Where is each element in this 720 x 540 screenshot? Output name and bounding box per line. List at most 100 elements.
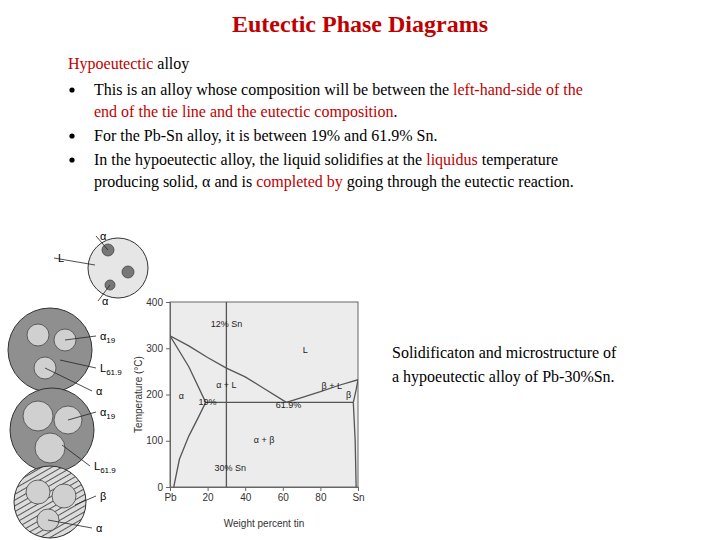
bullet-dot — [69, 133, 74, 138]
microstructure: α Lα — [54, 230, 148, 307]
annotation: β + L — [321, 381, 341, 391]
label-main: α — [96, 385, 103, 397]
tick-label: Pb — [164, 492, 177, 503]
tick: Sn — [352, 487, 364, 503]
label-sub: 19 — [106, 412, 115, 421]
tick-mark — [166, 395, 170, 396]
bullet-segment: . — [393, 103, 397, 120]
label-arrow — [68, 412, 96, 420]
bullet-segment: In the hypoeutectic alloy, the liquid so… — [94, 151, 426, 169]
page: Eutectic Phase Diagrams Hypoeutectic allo… — [0, 0, 720, 540]
phase-boundary — [353, 402, 356, 487]
alpha-grain — [122, 266, 134, 278]
phase-boundary — [170, 336, 206, 403]
bullet-dot — [69, 87, 74, 92]
microstructure-label: L61.9 — [100, 362, 122, 377]
bullet-dot — [69, 157, 74, 162]
microstructure: α 19 L61.9 — [10, 388, 116, 475]
grain-boundary — [88, 238, 148, 298]
x-axis-line — [171, 488, 359, 492]
heading-segment: Hypoeutectic — [68, 55, 153, 73]
microstructure-label: β — [100, 490, 106, 502]
tick-label: 400 — [146, 297, 163, 308]
alpha-grain — [26, 480, 50, 504]
caption: a hypoeutectic alloy of Pb-30%Sn. — [392, 368, 615, 386]
annotation: α + L — [216, 380, 236, 390]
y-axis: 0 100 200 300 400 — [146, 297, 170, 493]
label-sub: 61.9 — [100, 466, 116, 475]
label-arrow — [48, 520, 92, 528]
tick-mark — [245, 487, 246, 491]
tick-label: 20 — [203, 492, 215, 503]
tick-label: 40 — [240, 492, 252, 503]
tick-mark — [166, 302, 170, 303]
tick-label: 200 — [146, 389, 163, 400]
heading: Hypoeutectic alloy — [68, 55, 189, 73]
label-arrow — [62, 445, 90, 466]
annotation: 61.9% — [276, 400, 302, 410]
bullet-segment: For the Pb-Sn alloy, it is between 19% a… — [94, 127, 437, 145]
bullet-segment: temperature — [478, 151, 558, 169]
label-sub: 61.9 — [106, 368, 122, 377]
bullet-segment: going through the eutectic reaction. — [343, 173, 574, 191]
microstructure-label: L — [58, 252, 64, 264]
caption: Solidificaton and microstructure of — [392, 344, 617, 361]
label-main: β — [100, 490, 106, 502]
microstructure-label: α — [100, 230, 107, 242]
x-axis-title: Weight percent tin — [224, 518, 304, 529]
bullet-line: end of the tie line and the eutectic com… — [94, 103, 397, 121]
microstructure-label: α — [102, 295, 109, 307]
microstructure: βα — [14, 466, 106, 538]
bullet-segment: liquidus — [426, 151, 478, 169]
tick: 200 — [146, 389, 170, 400]
phase-boundary — [174, 402, 206, 487]
grain-boundary — [14, 466, 86, 538]
label-sub: 19 — [106, 336, 115, 345]
tick-mark — [166, 487, 170, 488]
y-axis-line — [166, 303, 171, 488]
alpha-grain — [35, 433, 65, 463]
alpha-grain — [27, 324, 49, 346]
tick-label: 100 — [146, 435, 163, 446]
phase-boundary — [226, 302, 227, 487]
tick-mark — [166, 441, 170, 442]
title: Eutectic Phase Diagrams — [232, 11, 488, 37]
annotation: L — [303, 345, 308, 355]
microstructure: α19 L61.9 α — [8, 308, 122, 397]
phase-boundary — [170, 336, 286, 403]
alpha-grain — [52, 484, 76, 508]
tick: Pb — [164, 487, 177, 503]
tick: 40 — [240, 487, 252, 503]
tick-label: 300 — [146, 343, 163, 354]
tick-mark — [320, 487, 321, 491]
label-arrow — [75, 496, 96, 505]
tick: 400 — [146, 297, 170, 308]
tick: 60 — [278, 487, 290, 503]
grain-boundary — [10, 388, 94, 472]
label-main: α — [100, 230, 107, 242]
tick: 20 — [203, 487, 215, 503]
bullet-segment: producing solid, α and is — [94, 173, 256, 191]
annotation: α — [179, 391, 184, 401]
alpha-grain — [23, 401, 53, 431]
tick-mark — [283, 487, 284, 491]
tick-label: 0 — [157, 482, 163, 493]
grain-boundary — [8, 308, 92, 392]
heading-segment: alloy — [153, 55, 189, 73]
bullet-line: producing solid, α and is completed by g… — [94, 173, 574, 191]
tick-mark — [166, 348, 170, 349]
label-arrow — [60, 360, 96, 368]
bullet-segment: end of the tie line and the eutectic com… — [94, 103, 393, 121]
phase-boundary — [353, 380, 358, 403]
annotation: 19% — [199, 397, 217, 407]
tick: 100 — [146, 435, 170, 446]
bullet-segment: left-hand-side of the — [453, 81, 583, 98]
microstructure-label: α19 — [100, 330, 116, 345]
annotation: 12% Sn — [211, 319, 243, 329]
annotation: 30% Sn — [214, 463, 246, 473]
bullet-segment: This is an alloy whose composition will … — [94, 81, 453, 99]
tick-mark — [208, 487, 209, 491]
tick-label: 80 — [315, 492, 327, 503]
microstructure-label: L61.9 — [94, 460, 116, 475]
tick: 80 — [315, 487, 327, 503]
